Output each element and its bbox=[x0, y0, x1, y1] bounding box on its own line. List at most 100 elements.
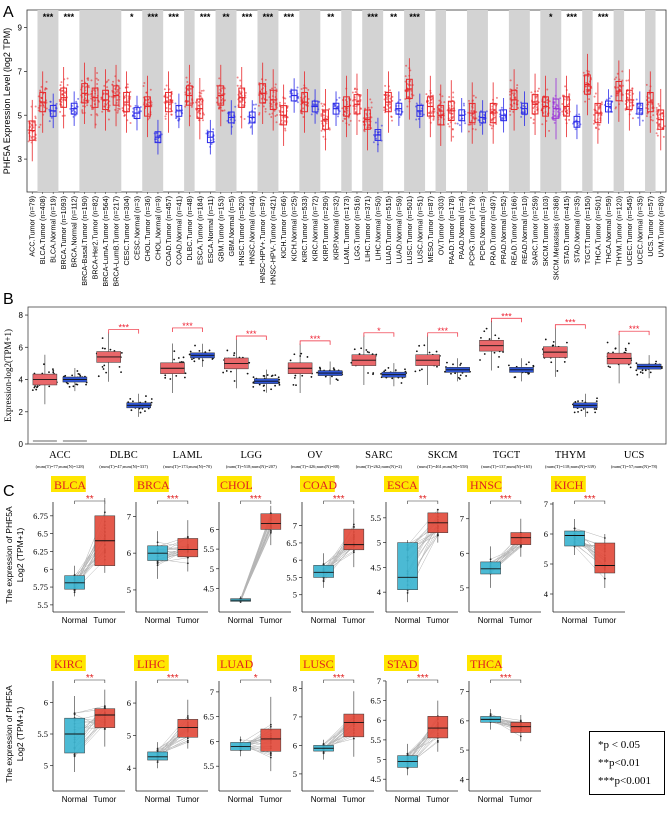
data-point bbox=[249, 120, 252, 123]
y-tick-label: 5.5 bbox=[370, 735, 381, 745]
data-point bbox=[90, 79, 93, 82]
data-point bbox=[194, 344, 196, 347]
data-point bbox=[163, 88, 166, 91]
data-point bbox=[82, 105, 85, 108]
data-point bbox=[612, 351, 614, 354]
y-tick-label: 8 bbox=[19, 311, 24, 320]
data-point bbox=[109, 348, 112, 351]
data-point bbox=[344, 110, 347, 113]
data-point bbox=[218, 106, 221, 109]
data-point bbox=[517, 106, 520, 109]
significance-mark: ** bbox=[86, 494, 94, 505]
significance-mark: *** bbox=[200, 12, 211, 22]
data-point bbox=[621, 70, 624, 73]
data-point bbox=[168, 88, 171, 91]
y-tick-label: 6.75 bbox=[33, 511, 48, 521]
data-point bbox=[641, 372, 644, 374]
data-point bbox=[276, 113, 279, 116]
x-tick-label: KICH.Tumor (n=66) bbox=[279, 196, 288, 259]
x-tick-label-tumor: Tumor bbox=[259, 795, 282, 804]
y-tick-label: 7 bbox=[293, 521, 297, 531]
y-tick-label: 7 bbox=[18, 67, 23, 76]
box bbox=[177, 719, 199, 738]
data-point bbox=[652, 114, 655, 117]
data-point bbox=[243, 118, 246, 121]
pair-line bbox=[157, 557, 188, 563]
data-point bbox=[645, 106, 648, 109]
data-point bbox=[63, 114, 66, 117]
y-tick-label: 6 bbox=[44, 564, 48, 574]
data-point bbox=[616, 72, 619, 75]
data-point bbox=[558, 107, 561, 110]
data-point bbox=[509, 90, 512, 93]
x-tick-label: KICH.Normal (n=25) bbox=[290, 196, 299, 261]
data-point bbox=[645, 115, 648, 118]
x-category-label: TGCT bbox=[493, 450, 521, 461]
data-point bbox=[368, 123, 371, 126]
data-point bbox=[629, 366, 632, 369]
y-tick-label: 7 bbox=[377, 676, 381, 686]
data-point bbox=[448, 95, 451, 98]
data-point bbox=[529, 116, 532, 119]
data-point bbox=[289, 95, 292, 98]
subplot-title: HNSC bbox=[470, 478, 502, 492]
data-point bbox=[595, 103, 598, 106]
x-tick-label-tumor: Tumor bbox=[426, 795, 449, 804]
data-point bbox=[189, 102, 192, 105]
data-point bbox=[428, 102, 431, 105]
data-point bbox=[460, 362, 462, 365]
data-point bbox=[660, 367, 663, 370]
data-point bbox=[61, 114, 64, 117]
group-shade bbox=[299, 10, 321, 192]
subplot-chol: CHOL *** 4.5 5 5.5 6 Normal Tumor bbox=[203, 476, 291, 625]
data-point bbox=[607, 365, 610, 368]
data-point bbox=[263, 97, 266, 100]
x-tick-label-normal: Normal bbox=[478, 616, 504, 625]
data-point bbox=[415, 102, 418, 105]
data-point bbox=[594, 411, 597, 414]
x-tick-label: SARC.Tumor (n=259) bbox=[531, 196, 540, 265]
data-point bbox=[353, 348, 356, 351]
data-point bbox=[333, 103, 336, 106]
data-point bbox=[544, 338, 547, 341]
data-point bbox=[129, 397, 132, 400]
x-tick-label-normal: Normal bbox=[145, 795, 171, 804]
data-point bbox=[365, 112, 368, 115]
x-sample-size-label: (num(T)=262;num(N)=2) bbox=[356, 464, 403, 469]
data-point bbox=[626, 106, 629, 109]
data-point bbox=[527, 372, 530, 375]
significance-mark: *** bbox=[43, 12, 54, 22]
data-point bbox=[300, 352, 303, 355]
data-point bbox=[472, 94, 475, 97]
data-point bbox=[97, 375, 100, 378]
data-point bbox=[631, 87, 634, 90]
data-point bbox=[155, 132, 158, 135]
data-point bbox=[85, 99, 88, 102]
data-point bbox=[493, 351, 496, 354]
data-point bbox=[409, 69, 412, 72]
data-point bbox=[129, 105, 132, 108]
data-point bbox=[96, 72, 99, 75]
y-tick-label: 6 bbox=[544, 529, 548, 539]
data-point bbox=[270, 388, 273, 391]
data-point bbox=[278, 109, 281, 112]
data-point bbox=[450, 372, 452, 375]
data-point bbox=[193, 360, 196, 363]
data-point bbox=[467, 111, 470, 114]
data-point bbox=[490, 118, 493, 121]
significance-mark: *** bbox=[182, 321, 193, 331]
data-point bbox=[320, 114, 323, 117]
y-tick-label: 6.5 bbox=[203, 712, 214, 722]
data-point bbox=[627, 342, 630, 345]
subplot-kirc: KIRC** 5 5.5 6 Normal Tumor bbox=[37, 655, 125, 804]
data-point bbox=[270, 375, 273, 377]
data-point bbox=[520, 115, 523, 118]
data-point bbox=[72, 385, 75, 388]
data-point bbox=[223, 87, 226, 90]
data-point bbox=[409, 84, 412, 87]
x-tick-label: BRCA.Tumor (n=1093) bbox=[59, 196, 68, 269]
data-point bbox=[443, 101, 446, 104]
significance-bracket bbox=[74, 500, 106, 504]
data-point bbox=[509, 93, 512, 96]
